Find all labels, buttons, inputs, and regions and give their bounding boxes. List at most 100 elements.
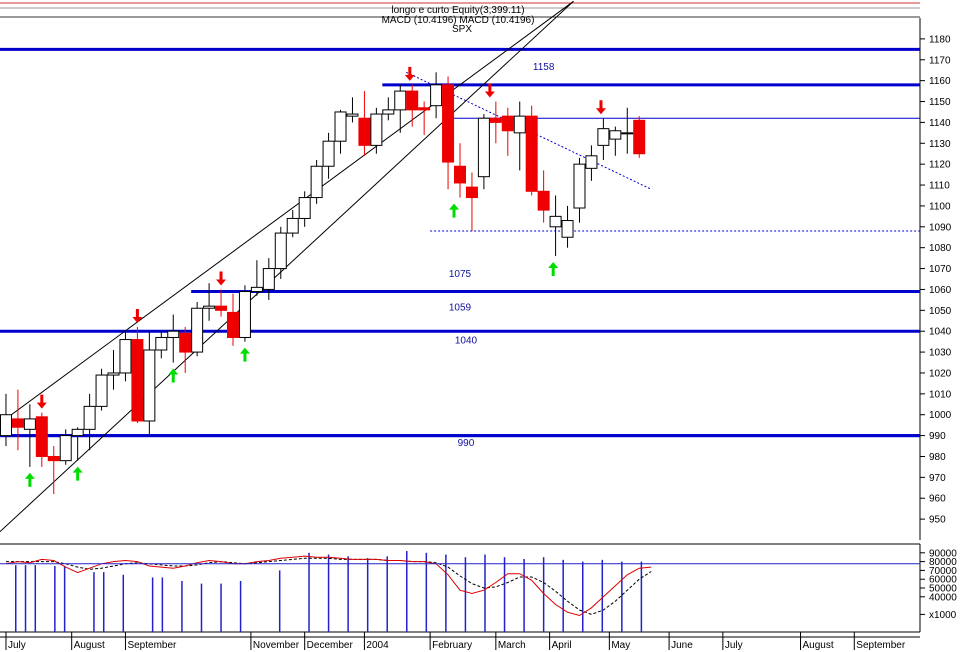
candle-body [262, 268, 275, 290]
sell-arrow [132, 309, 143, 324]
support-resistance-levels: 1158 1075 1059 1040 990 [0, 47, 920, 449]
level-label: 1075 [449, 269, 472, 280]
candle-body [59, 435, 72, 462]
candle-body [465, 186, 478, 199]
candle-body [418, 107, 431, 111]
candle-body [11, 418, 24, 428]
time-axis: July August September November December 2004 F… [0, 632, 920, 651]
trend-line [0, 0, 574, 424]
price-tick-label: 1030 [929, 348, 952, 359]
candle-body [274, 232, 287, 270]
month-tick-label: 2004 [366, 640, 389, 651]
month-tick-label: July [8, 640, 26, 651]
candle-body [633, 119, 646, 155]
sell-arrow [216, 271, 227, 286]
candle-body [561, 220, 574, 238]
buy-arrow [239, 347, 250, 362]
candle-body [23, 418, 36, 430]
price-tick-label: 1050 [929, 306, 952, 317]
candle-body [238, 291, 251, 338]
chart-header: longo e curto Equity(3,399.11) MACD (10.… [0, 2, 920, 35]
month-tick-label: December [307, 640, 354, 651]
candle-body [454, 165, 466, 184]
price-tick-label: 990 [929, 431, 946, 442]
month-tick-label: September [127, 640, 177, 651]
candle-body [143, 349, 156, 422]
volume-bars [14, 551, 643, 632]
candle-body [597, 128, 610, 146]
level-label: 1059 [449, 302, 472, 313]
price-tick-label: 1060 [929, 285, 952, 296]
candle-body [107, 372, 120, 376]
candle-body [334, 111, 347, 142]
candle-body [585, 155, 598, 169]
candle-body [358, 117, 371, 146]
candle-body [406, 90, 419, 111]
candle-body [119, 339, 132, 374]
candle-body [155, 336, 168, 351]
candle-body [179, 332, 192, 353]
price-tick-label: 970 [929, 473, 946, 484]
price-tick-label: 1080 [929, 243, 952, 254]
price-tick-label: 950 [929, 515, 946, 526]
candle-body [250, 286, 263, 293]
price-tick-label: 1070 [929, 264, 952, 275]
volume-tick-label: 90000 [929, 548, 957, 559]
candle-body [71, 428, 84, 437]
header-title-line1: longo e curto Equity(3,399.11) [391, 5, 524, 16]
candle-body [191, 307, 204, 353]
signal-arrows [24, 66, 606, 487]
month-tick-label: March [498, 640, 526, 651]
candle-body [322, 140, 335, 167]
buy-arrow [24, 472, 35, 487]
volume-tick-label: 50000 [929, 584, 957, 595]
candle-body [203, 305, 216, 309]
candle-body [549, 215, 562, 228]
candle-body [83, 405, 96, 430]
candle-body [226, 311, 239, 338]
month-tick-label: July [725, 640, 743, 651]
candle-body [573, 163, 586, 209]
candle-body [430, 84, 443, 107]
sell-arrow [36, 394, 47, 409]
header-title-line3: SPX [452, 24, 472, 35]
price-tick-label: 1090 [929, 222, 952, 233]
candle-body [286, 217, 299, 234]
volume-tick-label: 70000 [929, 566, 957, 577]
price-tick-label: 960 [929, 494, 946, 505]
candle-body [47, 455, 60, 462]
volume-tick-label: x1000 [929, 610, 957, 621]
candle-body [167, 330, 180, 338]
candlesticks [0, 72, 646, 495]
volume-tick-label: 60000 [929, 575, 957, 586]
price-tick-label: 1020 [929, 368, 952, 379]
month-tick-label: May [611, 640, 630, 651]
candle-body [370, 113, 383, 146]
month-tick-label: June [671, 640, 693, 651]
level-label: 1158 [533, 62, 555, 73]
price-tick-label: 1140 [929, 118, 951, 129]
buy-arrow [168, 368, 179, 383]
level-label: 990 [458, 438, 475, 449]
candle-body [621, 132, 634, 135]
level-label: 1040 [455, 336, 478, 347]
price-axis-ticks: 950 960 970 980 990 1000 1010 1020 1030 1040 1050 1… [920, 34, 952, 526]
month-tick-label: August [803, 640, 834, 651]
month-tick-label: November [253, 640, 300, 651]
price-tick-label: 1170 [929, 55, 951, 66]
price-tick-label: 1130 [929, 139, 951, 150]
price-tick-label: 1160 [929, 76, 951, 87]
volume-tick-label: 80000 [929, 557, 957, 568]
candle-body [477, 117, 490, 178]
candle-body [442, 84, 455, 163]
macd-lines [0, 555, 920, 617]
sell-arrow [404, 66, 415, 81]
buy-arrow [72, 466, 83, 481]
candle-body [310, 165, 323, 199]
candle-body [0, 414, 12, 437]
candle-body [95, 374, 108, 407]
price-panel: 950 960 970 980 990 1000 1010 1020 1030 1040 1050 1… [0, 0, 952, 540]
